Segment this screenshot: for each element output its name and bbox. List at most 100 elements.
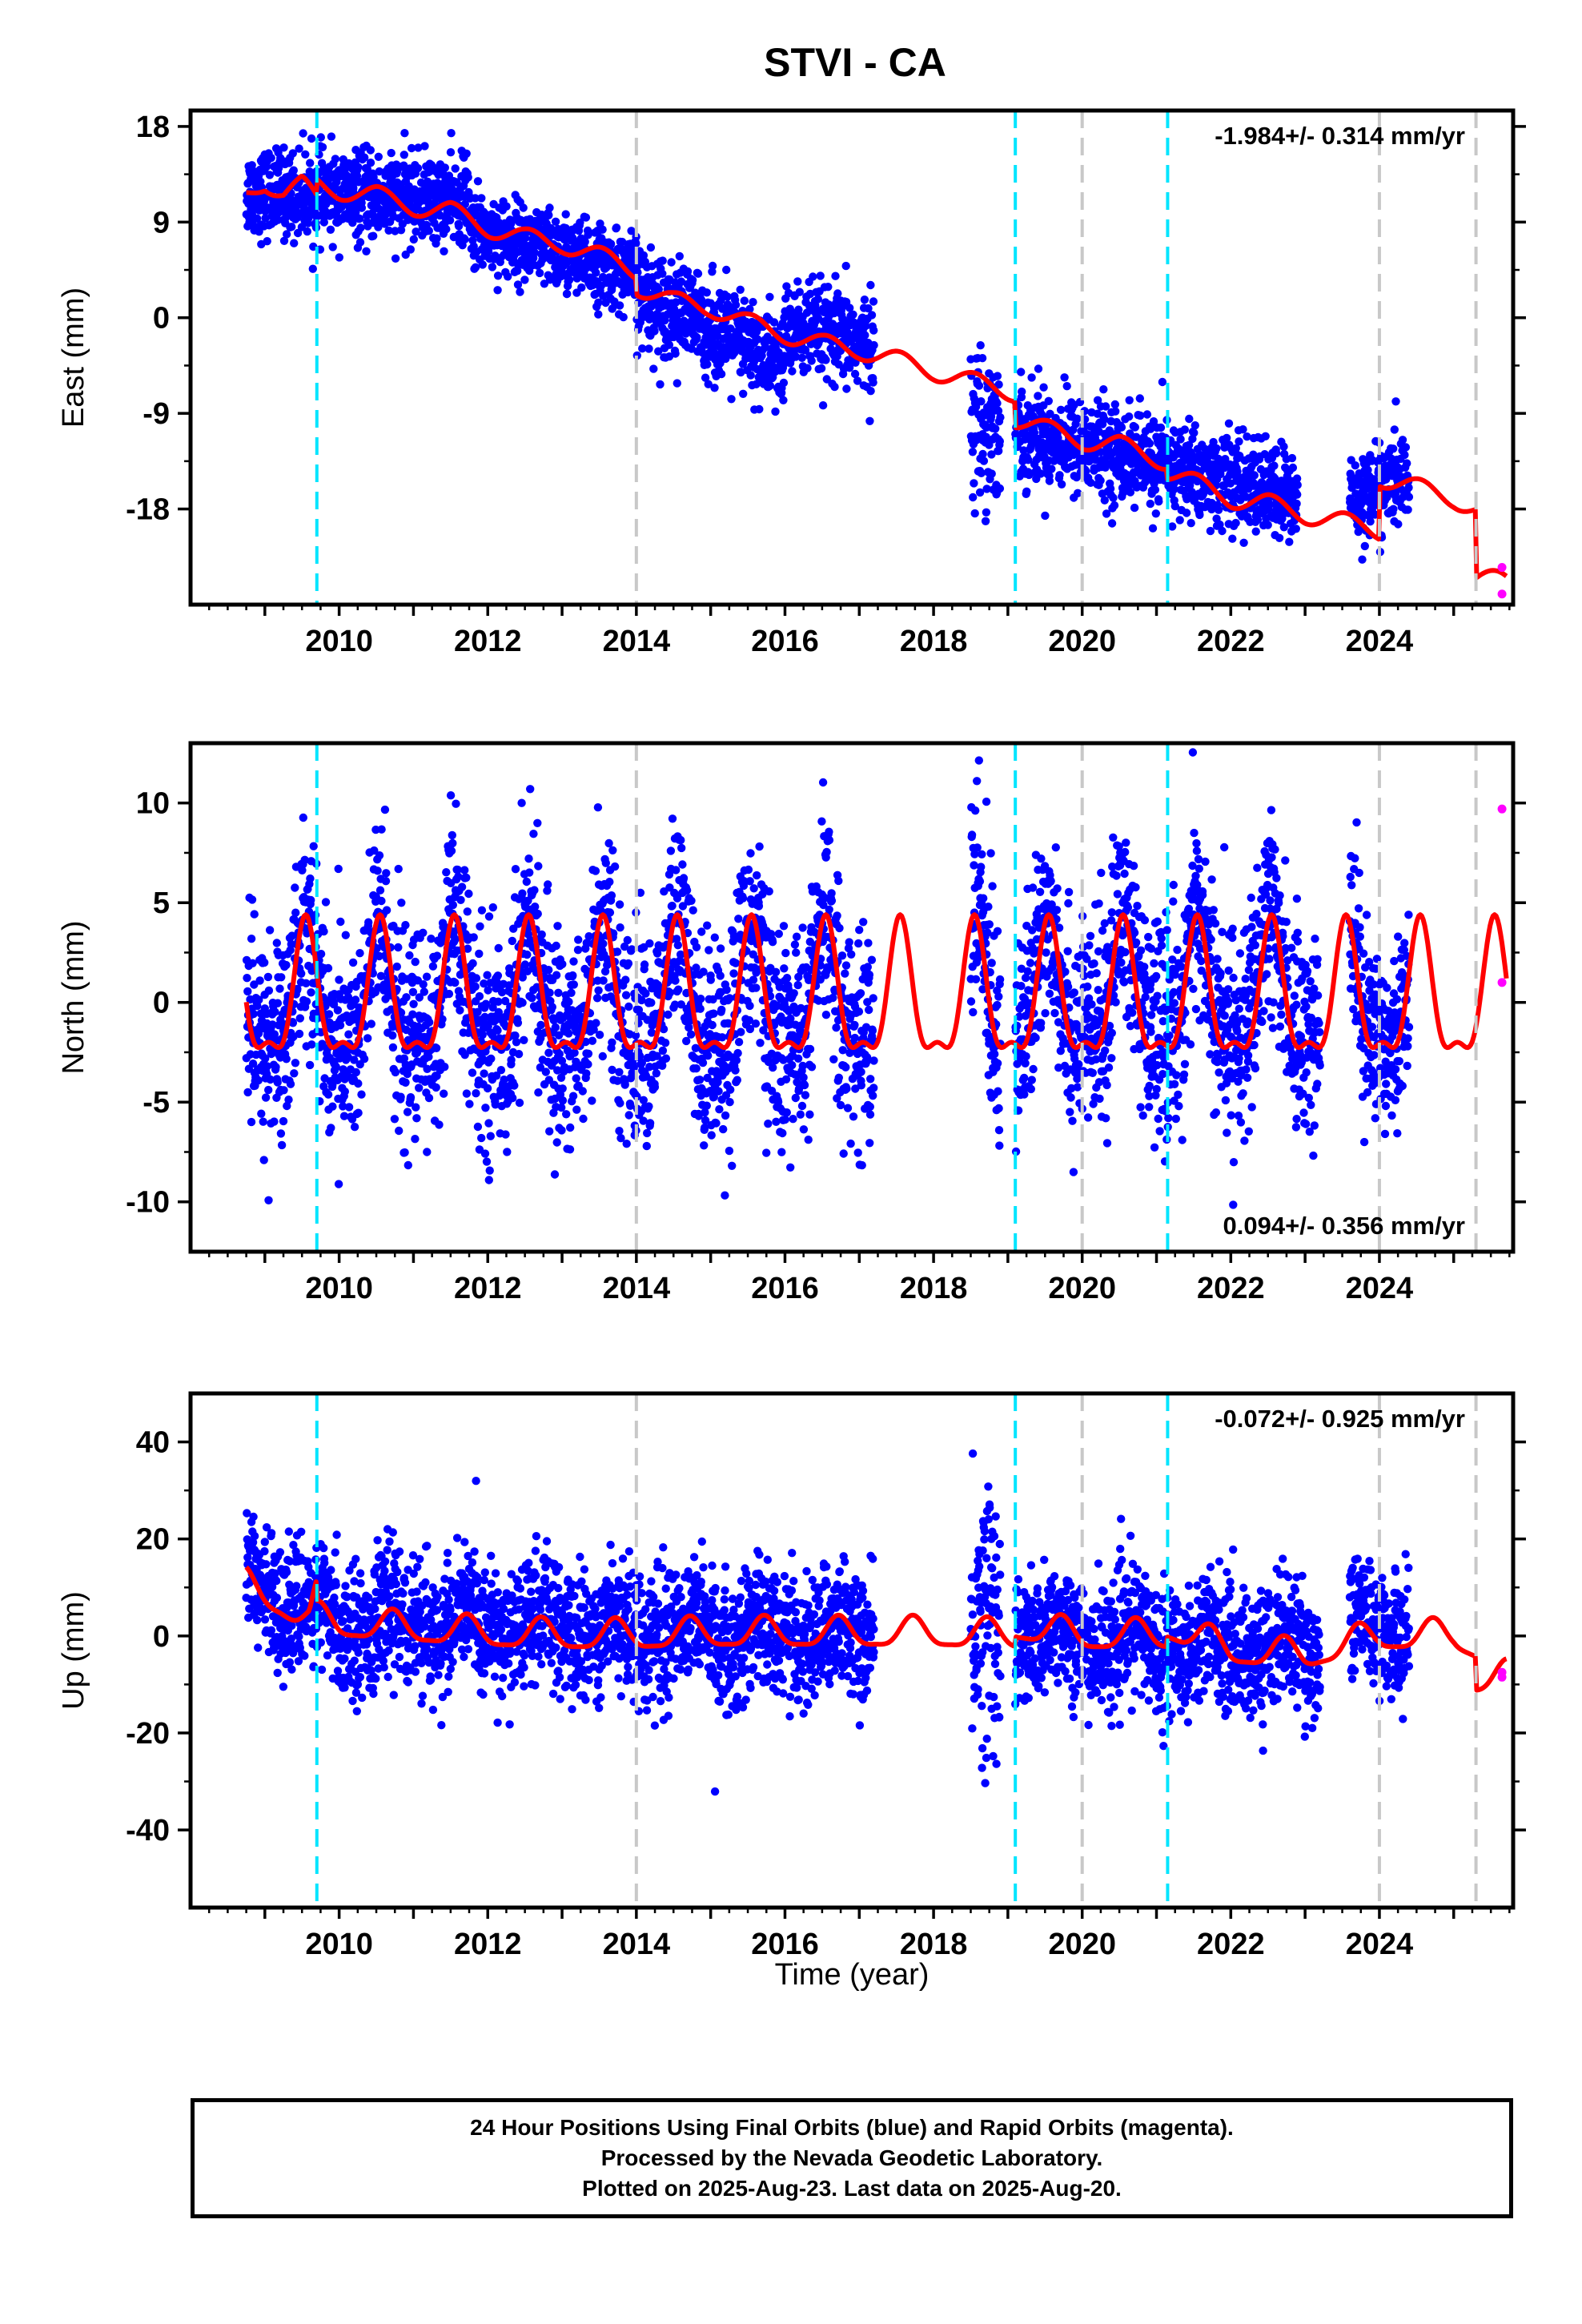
north-point	[307, 895, 315, 905]
north-point	[247, 935, 256, 943]
north-point	[273, 1078, 282, 1087]
north-point	[475, 949, 484, 959]
east-point	[1182, 509, 1191, 517]
east-point	[994, 446, 1003, 456]
east-point	[650, 327, 659, 336]
north-point	[405, 951, 414, 960]
east-point	[362, 247, 371, 255]
north-point	[323, 1090, 333, 1099]
north-point	[327, 1124, 335, 1132]
east-point	[1404, 483, 1413, 493]
east-point	[366, 159, 375, 167]
north-point	[544, 1048, 553, 1057]
east-x-tick-label: 2022	[1197, 625, 1265, 658]
east-point	[265, 171, 275, 179]
north-point	[286, 1080, 295, 1088]
north-point	[422, 972, 432, 981]
east-point	[833, 289, 842, 298]
east-point	[375, 167, 383, 176]
north-point	[375, 886, 385, 895]
north-point	[528, 994, 536, 1003]
north-point	[548, 1003, 556, 1011]
north-point	[601, 858, 610, 867]
east-point	[1018, 387, 1026, 396]
east-point	[1195, 510, 1204, 520]
north-point	[456, 895, 465, 905]
east-point	[544, 211, 553, 219]
north-point	[260, 958, 269, 967]
east-point	[427, 161, 436, 170]
east-point	[356, 223, 365, 232]
east-point	[1132, 432, 1141, 441]
north-point	[282, 1055, 291, 1063]
east-point	[1265, 501, 1274, 510]
east-point	[1047, 464, 1056, 473]
east-point	[978, 354, 987, 363]
north-point	[562, 1110, 571, 1119]
east-point	[478, 260, 487, 269]
north-point	[415, 1084, 424, 1092]
north-point	[404, 1160, 412, 1170]
north-point	[472, 974, 481, 983]
east-point	[1017, 368, 1026, 376]
north-point	[554, 988, 563, 998]
north-point	[341, 931, 350, 939]
east-point	[328, 243, 337, 251]
north-point	[276, 1129, 286, 1138]
north-point	[440, 1089, 448, 1098]
east-point	[460, 235, 469, 243]
east-point	[1024, 456, 1033, 464]
north-point	[377, 896, 386, 906]
north-point	[419, 980, 428, 989]
north-point	[608, 1038, 616, 1047]
east-point	[1150, 485, 1160, 494]
east-point	[861, 331, 869, 340]
north-point	[568, 971, 577, 980]
east-point	[1398, 436, 1407, 444]
north-point	[503, 1148, 512, 1156]
north-point	[513, 1019, 523, 1027]
north-point	[526, 785, 535, 794]
north-point	[375, 851, 384, 860]
east-point	[516, 287, 524, 296]
east-point	[493, 286, 502, 295]
east-point	[1389, 444, 1398, 453]
east-point	[1046, 409, 1054, 418]
north-point	[406, 1093, 416, 1102]
east-point	[1215, 520, 1224, 529]
east-point	[830, 382, 839, 392]
north-point	[615, 1068, 624, 1077]
north-panel: 2010 2012 2014 2016 2018 2020 2022 20241050-5-1…	[57, 741, 1526, 1305]
east-plot-area	[242, 129, 1508, 581]
east-point	[779, 378, 789, 388]
east-point	[864, 304, 873, 313]
north-point	[283, 1101, 291, 1111]
east-point	[471, 194, 480, 203]
north-point	[432, 1083, 440, 1092]
north-point	[622, 1140, 631, 1148]
east-point	[1142, 410, 1152, 419]
east-point	[994, 380, 1003, 389]
east-point	[850, 369, 860, 379]
north-point	[558, 1096, 568, 1105]
east-point	[1130, 503, 1139, 513]
east-point	[513, 280, 523, 289]
north-point	[254, 1076, 263, 1085]
east-point	[1239, 538, 1248, 547]
east-point	[991, 424, 1000, 433]
east-point	[987, 450, 996, 459]
north-point	[364, 918, 373, 927]
north-point	[297, 969, 306, 979]
east-point	[504, 272, 512, 281]
east-point	[971, 402, 981, 411]
north-point	[248, 1059, 258, 1068]
north-point	[525, 868, 534, 877]
east-point	[1060, 373, 1069, 382]
east-point	[1056, 405, 1066, 414]
east-point	[1130, 476, 1139, 485]
north-point	[544, 966, 553, 975]
north-point	[295, 1029, 304, 1039]
north-point	[496, 1066, 506, 1075]
east-point	[1216, 469, 1225, 479]
east-point	[982, 508, 991, 517]
